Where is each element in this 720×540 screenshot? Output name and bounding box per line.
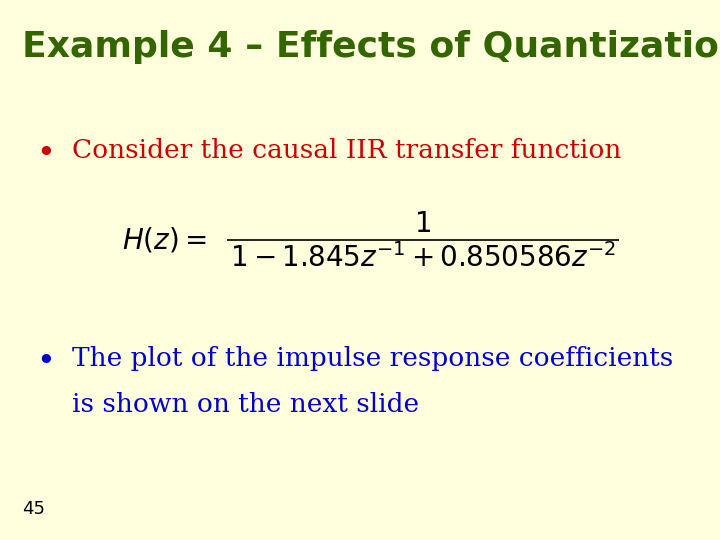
Text: $H(z)=$: $H(z)=$: [122, 226, 207, 255]
Text: Consider the causal IIR transfer function: Consider the causal IIR transfer functio…: [72, 138, 621, 163]
Text: 45: 45: [22, 501, 45, 518]
Text: •: •: [36, 138, 55, 168]
Text: is shown on the next slide: is shown on the next slide: [72, 392, 419, 416]
Text: $1-1.845z^{-1}+0.850586z^{-2}$: $1-1.845z^{-1}+0.850586z^{-2}$: [230, 243, 616, 273]
Text: The plot of the impulse response coefficients: The plot of the impulse response coeffic…: [72, 346, 673, 370]
Text: •: •: [36, 346, 55, 376]
Text: $1$: $1$: [415, 211, 431, 238]
Text: Example 4 – Effects of Quantization: Example 4 – Effects of Quantization: [22, 30, 720, 64]
